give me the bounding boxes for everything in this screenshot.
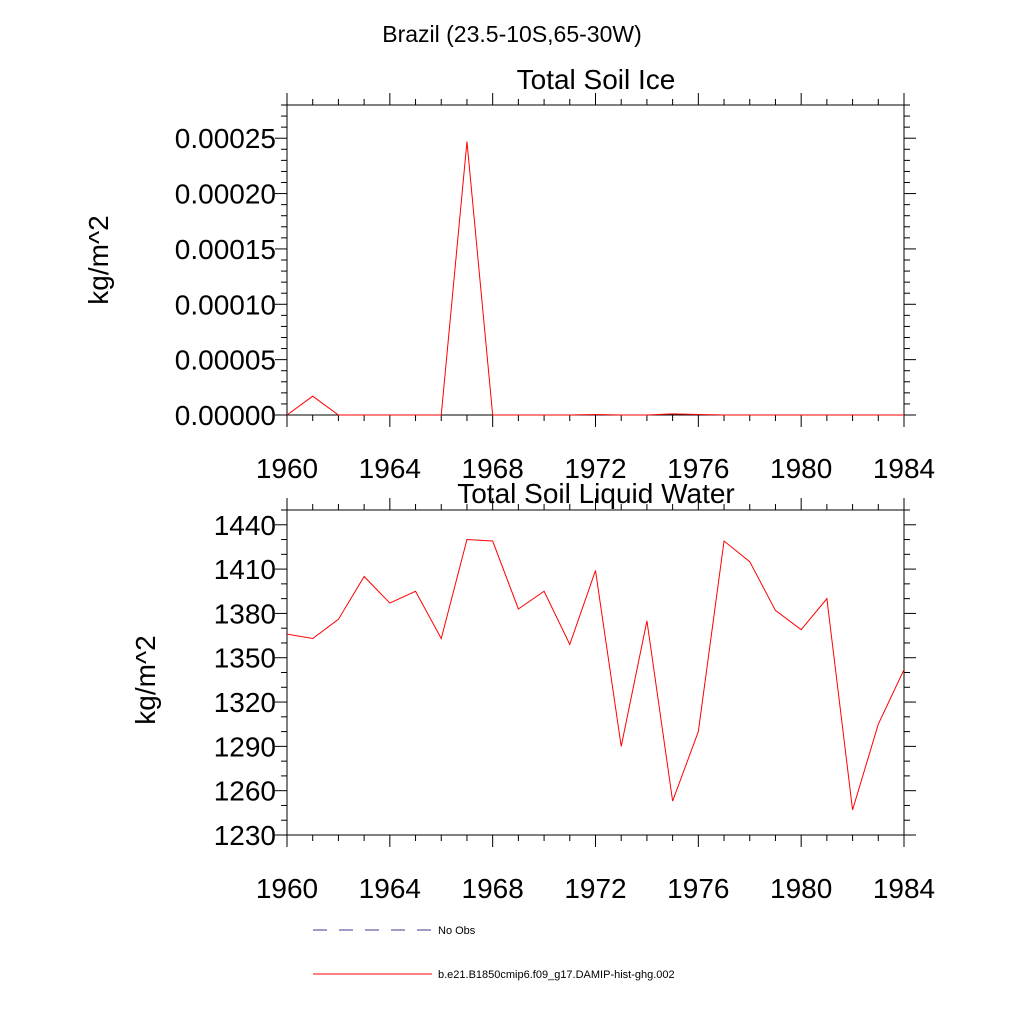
soil-ice-panel: Total Soil Ice kg/m^2 0.00000 0.00005 0.0001… bbox=[83, 64, 935, 484]
soil-ice-ytick-label: 0.00000 bbox=[175, 400, 276, 431]
soil-ice-plot-frame bbox=[286, 104, 905, 416]
figure-title: Brazil (23.5-10S,65-30W) bbox=[382, 21, 642, 47]
soil-liquid-ytick-label: 1440 bbox=[214, 510, 276, 541]
soil-ice-ytick-label: 0.00015 bbox=[175, 234, 276, 265]
soil-liquid-ytick-label: 1350 bbox=[214, 643, 276, 674]
soil-ice-ytick-label: 0.00005 bbox=[175, 345, 276, 376]
soil-ice-series-line bbox=[286, 141, 904, 416]
soil-liquid-xtick-label: 1984 bbox=[873, 873, 935, 904]
soil-liquid-xtick-label: 1972 bbox=[564, 873, 626, 904]
soil-ice-ylabel: kg/m^2 bbox=[83, 215, 114, 304]
soil-ice-ytick-label: 0.00025 bbox=[175, 123, 276, 154]
soil-ice-ytick-label: 0.00020 bbox=[175, 179, 276, 210]
legend: No Obs b.e21.B1850cmip6.f09_g17.DAMIP-hi… bbox=[313, 925, 675, 981]
soil-liquid-series-line bbox=[286, 539, 905, 811]
soil-liquid-plot-frame bbox=[286, 509, 905, 836]
soil-ice-xtick-label: 1960 bbox=[256, 453, 318, 484]
soil-liquid-xtick-label: 1976 bbox=[667, 873, 729, 904]
soil-ice-xtick-label: 1964 bbox=[359, 453, 421, 484]
soil-liquid-ytick-label: 1230 bbox=[214, 820, 276, 851]
soil-ice-xtick-label: 1976 bbox=[667, 453, 729, 484]
soil-ice-xtick-label: 1984 bbox=[873, 453, 935, 484]
legend-no-obs-label: No Obs bbox=[438, 925, 476, 937]
soil-liquid-ytick-label: 1410 bbox=[214, 554, 276, 585]
soil-liquid-xtick-label: 1980 bbox=[770, 873, 832, 904]
soil-ice-xtick-label: 1968 bbox=[462, 453, 524, 484]
soil-liquid-ytick-label: 1260 bbox=[214, 776, 276, 807]
soil-liquid-ytick-label: 1380 bbox=[214, 598, 276, 629]
soil-ice-ytick-label: 0.00010 bbox=[175, 289, 276, 320]
soil-liquid-water-panel: Total Soil Liquid Waterkg/m^212301260129… bbox=[130, 478, 935, 904]
soil-ice-title: Total Soil Ice bbox=[517, 64, 676, 95]
soil-liquid-xtick-label: 1960 bbox=[256, 873, 318, 904]
legend-model-label: b.e21.B1850cmip6.f09_g17.DAMIP-hist-ghg.… bbox=[438, 969, 675, 981]
soil-ice-xtick-label: 1972 bbox=[564, 453, 626, 484]
soil-liquid-ylabel: kg/m^2 bbox=[130, 635, 161, 724]
soil-liquid-ytick-label: 1320 bbox=[214, 687, 276, 718]
soil-liquid-xtick-label: 1968 bbox=[462, 873, 524, 904]
soil-liquid-xtick-label: 1964 bbox=[359, 873, 421, 904]
soil-liquid-ytick-label: 1290 bbox=[214, 731, 276, 762]
soil-ice-xtick-label: 1980 bbox=[770, 453, 832, 484]
